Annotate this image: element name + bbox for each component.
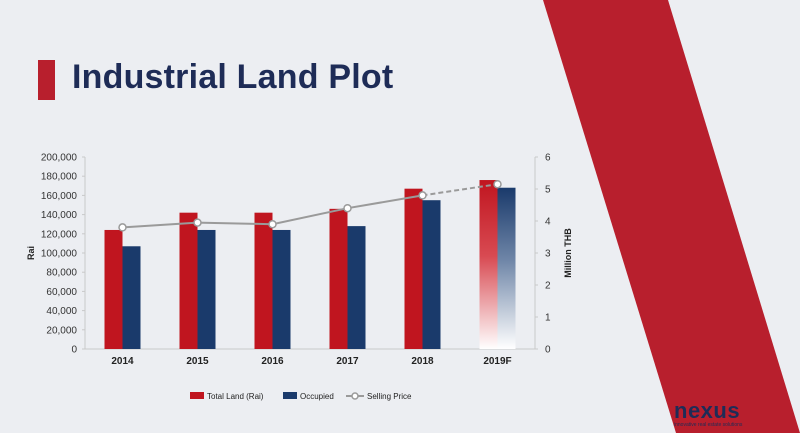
bar-total-land — [179, 212, 198, 349]
bar-occupied — [122, 246, 141, 349]
y2-tick-label: 1 — [545, 313, 551, 324]
legend-label-occupied: Occupied — [300, 392, 334, 401]
x-tick-label: 2016 — [261, 356, 284, 367]
selling-price-line-forecast — [422, 183, 498, 197]
y-tick-label: 80,000 — [46, 268, 77, 279]
bar-total-land — [104, 229, 123, 349]
x-tick-label: 2014 — [111, 356, 134, 367]
y2-axis-title: Million THB — [563, 228, 573, 278]
y-tick-label: 100,000 — [41, 249, 78, 260]
bar-occupied — [347, 226, 366, 349]
legend-label-selling-price: Selling Price — [367, 392, 412, 401]
selling-price-point — [118, 223, 127, 232]
logo-tagline: innovative real estate solutions — [674, 422, 743, 428]
bar-occupied — [497, 187, 516, 349]
y-tick-label: 140,000 — [41, 210, 78, 221]
bar-occupied — [422, 200, 441, 349]
nexus-logo: nexus — [674, 398, 741, 423]
legend-label-total-land: Total Land (Rai) — [207, 392, 264, 401]
selling-price-point — [268, 219, 277, 229]
legend-swatch-total-land — [190, 392, 204, 399]
y-tick-label: 120,000 — [41, 229, 78, 240]
x-tick-label: 2019F — [483, 356, 511, 367]
y-tick-label: 60,000 — [46, 287, 77, 298]
y-tick-label: 0 — [71, 345, 77, 356]
bar-total-land — [254, 212, 273, 349]
selling-price-point — [418, 191, 427, 200]
bar-total-land — [479, 180, 498, 349]
title-accent-bar — [38, 60, 55, 100]
legend-swatch-occupied — [283, 392, 297, 399]
y-axis-title: Rai — [26, 246, 36, 260]
y2-tick-label: 3 — [545, 249, 551, 260]
y-tick-label: 20,000 — [46, 325, 77, 336]
y-tick-label: 40,000 — [46, 306, 77, 317]
y-tick-label: 200,000 — [41, 153, 78, 164]
bar-occupied — [197, 229, 216, 349]
y2-tick-label: 6 — [545, 153, 551, 164]
bar-occupied — [272, 229, 291, 349]
bar-total-land — [404, 188, 423, 349]
y2-tick-label: 0 — [545, 345, 551, 356]
x-tick-label: 2017 — [336, 356, 359, 367]
y-tick-label: 160,000 — [41, 191, 78, 202]
x-tick-label: 2018 — [411, 356, 434, 367]
y2-tick-label: 2 — [545, 281, 551, 292]
selling-price-point — [493, 179, 502, 189]
y2-tick-label: 5 — [545, 185, 551, 196]
selling-price-point — [193, 218, 202, 227]
y-tick-label: 180,000 — [41, 172, 78, 183]
x-tick-label: 2015 — [186, 356, 209, 367]
page-title: Industrial Land Plot — [72, 58, 394, 96]
selling-price-point — [343, 203, 352, 213]
y2-tick-label: 4 — [545, 217, 551, 228]
legend-marker-selling-price — [351, 392, 359, 400]
bar-total-land — [329, 208, 348, 349]
